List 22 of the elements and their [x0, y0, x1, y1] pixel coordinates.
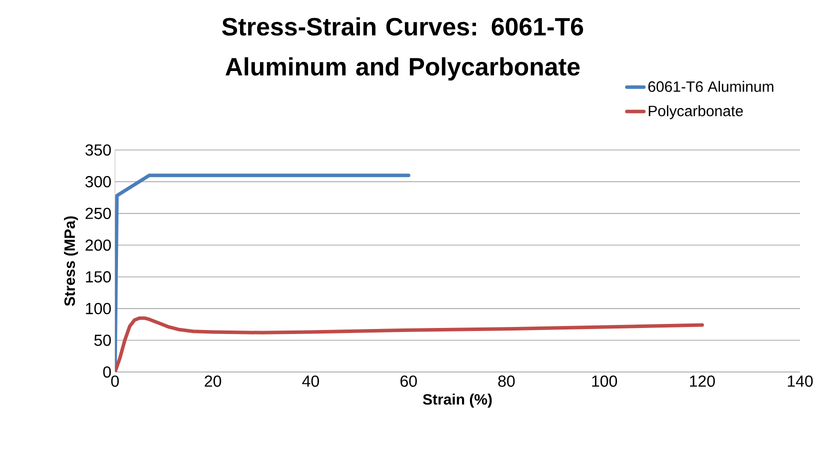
- x-tick-label: 140: [788, 376, 813, 387]
- y-tick-label: 0: [103, 366, 111, 378]
- chart-title: Stress-Strain Curves: 6061-T6 Aluminum and Polycarbonate: [222, 17, 584, 81]
- x-tick-label: 0: [111, 376, 119, 387]
- y-tick-label: 100: [86, 302, 111, 314]
- x-tick-label: 100: [592, 376, 618, 387]
- y-tick-label: 300: [85, 176, 111, 188]
- y-tick-label: 350: [85, 144, 111, 156]
- x-tick-label: 40: [302, 376, 319, 387]
- y-tick-label: 200: [86, 239, 111, 251]
- x-tick-label: 20: [204, 376, 222, 387]
- x-tick-label: 120: [690, 376, 715, 387]
- y-tick-label: 50: [94, 334, 111, 346]
- x-tick-label: 80: [498, 376, 515, 387]
- x-tick-label: 60: [400, 376, 417, 387]
- legend-label: Polycarbonate: [648, 105, 743, 120]
- x-axis-title: Strain (%): [422, 394, 492, 408]
- line-series: [115, 316, 704, 372]
- y-axis-title: Stress (MPa): [64, 216, 78, 306]
- legend-label: 6061-T6 Aluminum: [648, 80, 774, 92]
- y-tick-label: 250: [86, 208, 111, 220]
- y-tick-label: 150: [86, 271, 111, 283]
